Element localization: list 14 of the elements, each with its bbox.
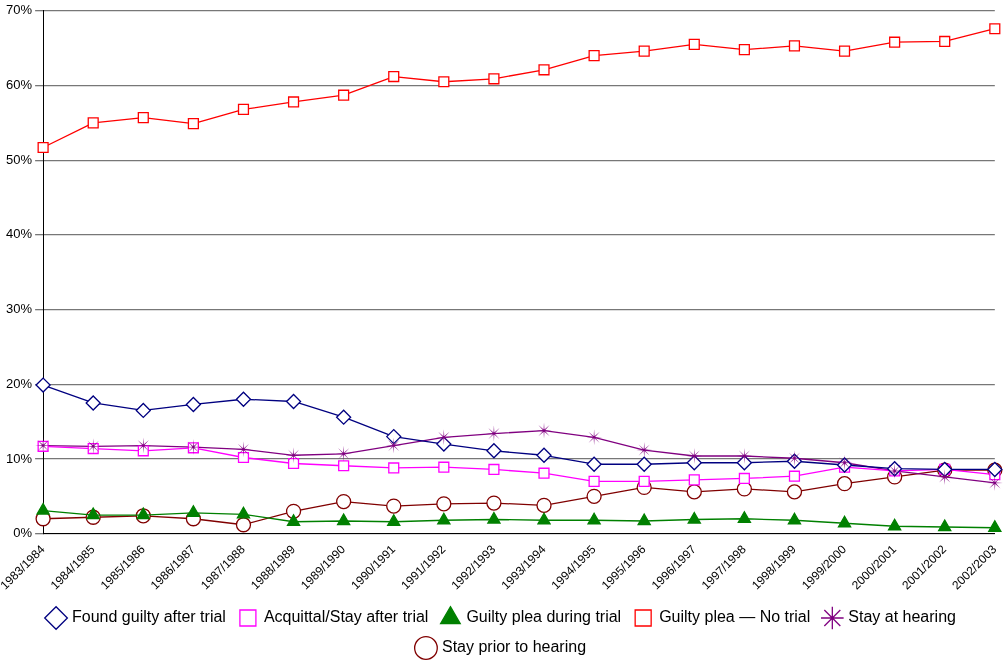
legend-label: Found guilty after trial [72, 608, 226, 626]
y-tick-label: 20% [6, 375, 33, 391]
legend-label: Stay prior to hearing [441, 638, 587, 656]
y-tick-label: 50% [6, 151, 33, 167]
legend-label: Guilty plea — No trial [659, 608, 811, 626]
y-tick-label: 0% [13, 525, 33, 541]
legend-label: Stay at hearing [848, 608, 956, 626]
y-tick-label: 10% [6, 450, 33, 466]
y-tick-label: 70% [6, 2, 33, 18]
y-tick-label: 30% [6, 301, 33, 317]
y-tick-label: 60% [6, 77, 33, 93]
legend-label: Acquittal/Stay after trial [263, 608, 429, 626]
legend-label: Guilty plea during trial [466, 608, 622, 626]
y-tick-label: 40% [6, 226, 33, 242]
